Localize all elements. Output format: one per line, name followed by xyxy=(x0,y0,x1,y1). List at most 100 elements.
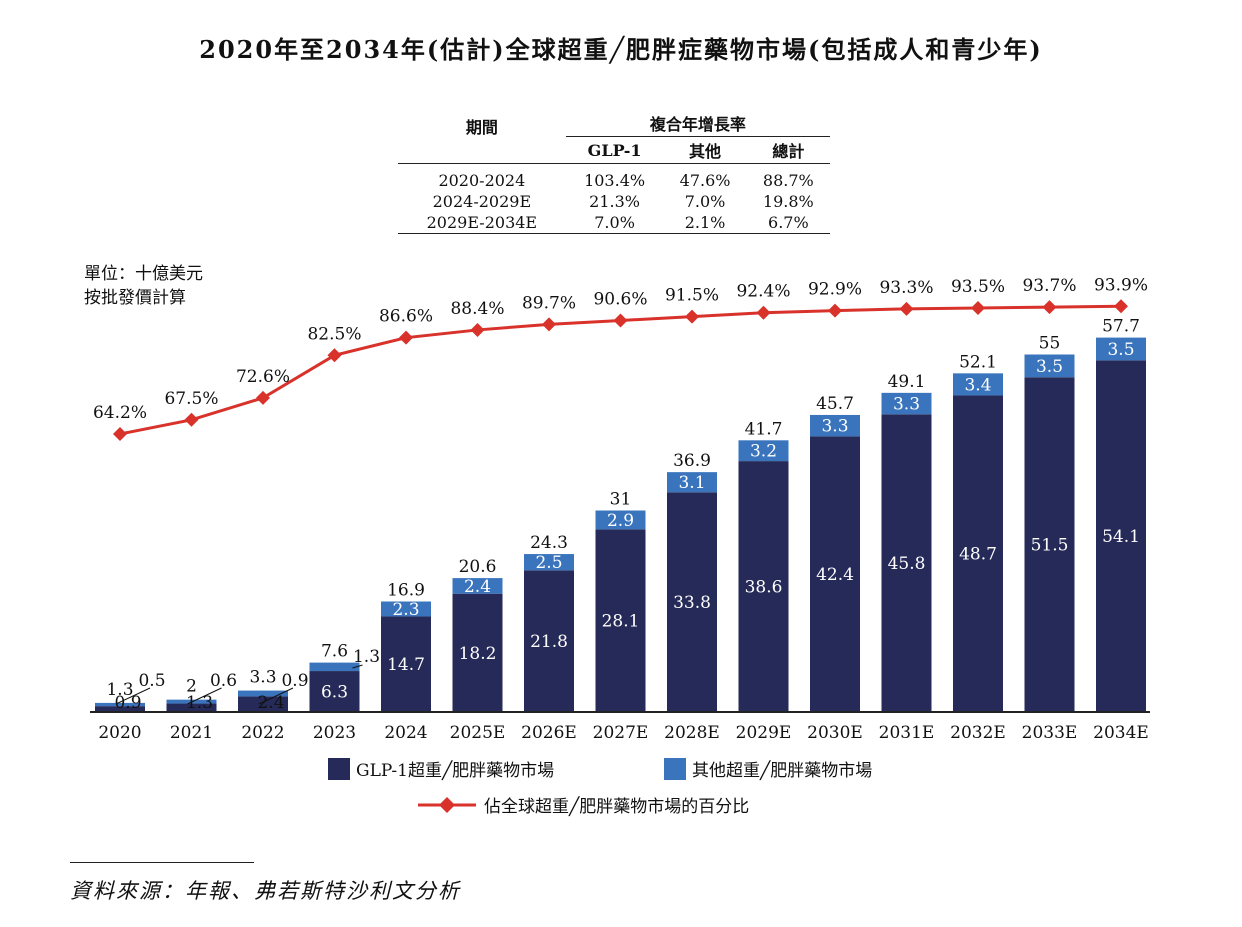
share-marker xyxy=(971,301,985,316)
x-tick-label: 2026E xyxy=(521,723,577,743)
data-label-total: 16.9 xyxy=(387,581,425,601)
cagr-col-glp1: GLP-1 xyxy=(587,140,642,160)
share-label: 93.7% xyxy=(1022,276,1076,296)
cagr-value: 103.4% xyxy=(584,170,646,190)
bar-other xyxy=(1096,337,1146,361)
bar-glp1 xyxy=(309,671,360,712)
share-label: 82.5% xyxy=(307,324,361,344)
bar-glp1 xyxy=(881,414,932,712)
share-marker xyxy=(327,348,342,363)
x-tick-label: 2030E xyxy=(807,723,863,743)
data-label-other: 3.2 xyxy=(750,442,777,462)
cagr-value: 47.6% xyxy=(679,170,731,190)
data-label-glp1: 1.3 xyxy=(186,693,213,713)
x-tick-label: 2023 xyxy=(313,723,356,743)
data-label-other: 3.5 xyxy=(1107,340,1134,360)
x-tick-label: 2034E xyxy=(1093,723,1149,743)
bar-glp1 xyxy=(595,529,646,712)
data-label-glp1: 0.9 xyxy=(114,693,141,713)
x-tick-label: 2031E xyxy=(879,723,935,743)
data-label-glp1: 33.8 xyxy=(673,593,711,613)
data-label-glp1: 45.8 xyxy=(888,554,926,574)
bar-glp1 xyxy=(381,616,431,712)
unit-line: 單位：十億美元 xyxy=(84,264,203,284)
data-label-other: 3.1 xyxy=(678,473,705,493)
data-label-glp1: 48.7 xyxy=(959,545,997,565)
legend-item-other: 其他超重╱肥胖藥物市場 xyxy=(664,756,872,781)
share-marker xyxy=(113,427,127,441)
unit-line: 按批發價計算 xyxy=(84,288,186,308)
cagr-period: 2020-2024 xyxy=(438,170,526,190)
x-tick-label: 2033E xyxy=(1022,723,1078,743)
data-label-glp1: 42.4 xyxy=(816,565,854,585)
cagr-col-total: 總計 xyxy=(772,142,805,161)
bar-glp1 xyxy=(1096,360,1146,712)
share-label: 93.9% xyxy=(1094,275,1148,295)
share-label: 92.9% xyxy=(808,280,862,300)
bar-other xyxy=(953,373,1003,396)
cagr-row: 2020-2024 103.4% 47.6% 88.7% xyxy=(398,170,830,191)
data-label-other: 3.3 xyxy=(893,395,920,415)
cagr-value: 88.7% xyxy=(762,170,814,190)
bar-other xyxy=(95,702,145,707)
data-label-total: 3.3 xyxy=(249,668,276,688)
x-tick-label: 2024 xyxy=(384,723,427,743)
share-marker xyxy=(756,305,771,320)
data-label-glp1: 51.5 xyxy=(1031,536,1069,556)
data-label-total: 20.6 xyxy=(459,557,497,577)
data-label-other: 2.4 xyxy=(464,577,491,597)
data-label-total: 52.1 xyxy=(959,352,997,372)
share-label: 91.5% xyxy=(665,286,719,306)
data-label-glp1: 38.6 xyxy=(745,578,783,598)
share-label: 93.3% xyxy=(879,278,933,298)
share-label: 88.4% xyxy=(450,299,504,319)
cagr-col-other: 其他 xyxy=(689,142,722,161)
bar-glp1 xyxy=(95,706,145,712)
bar-glp1 xyxy=(953,395,1003,712)
x-tick-label: 2020 xyxy=(98,723,141,743)
data-label-other: 3.3 xyxy=(821,417,848,437)
data-label-other: 1.3 xyxy=(353,647,380,667)
share-marker xyxy=(828,303,842,318)
legend-swatch-other xyxy=(664,757,686,780)
share-label: 89.7% xyxy=(522,293,576,313)
cagr-period: 2024-2029E xyxy=(432,191,532,211)
source-note: 資料來源：年報、弗若斯特沙利文分析 xyxy=(70,879,461,903)
legend-label-other: 其他超重╱肥胖藥物市場 xyxy=(692,761,873,781)
data-label-total: 49.1 xyxy=(888,372,926,392)
legend-item-glp1: GLP-1超重╱肥胖藥物市場 xyxy=(328,756,554,781)
chart-plot: 2020 2021 2022 2023 6.3 7.6 2024 14.7 2.316.9 202… xyxy=(90,275,1150,743)
cagr-value: 21.3% xyxy=(589,191,640,211)
legend-item-line: 佔全球超重╱肥胖藥物市場的百分比 xyxy=(416,792,749,817)
cagr-value: 19.8% xyxy=(762,191,814,211)
data-label-total: 2 xyxy=(186,677,197,697)
data-label-total: 55 xyxy=(1039,334,1061,354)
bar-glp1 xyxy=(524,570,574,712)
bar-other xyxy=(1024,354,1075,378)
data-label-other: 0.6 xyxy=(210,671,237,691)
bar-glp1 xyxy=(166,703,217,712)
bar-glp1 xyxy=(452,593,503,712)
share-marker xyxy=(542,317,556,332)
share-label: 86.6% xyxy=(379,307,433,327)
data-label-total: 24.3 xyxy=(530,533,568,553)
x-tick-label: 2032E xyxy=(950,723,1006,743)
bar-other xyxy=(452,578,503,594)
share-marker xyxy=(184,412,199,427)
cagr-period: 2029E-2034E xyxy=(426,212,538,232)
bar-other xyxy=(738,440,789,462)
share-marker xyxy=(1114,299,1128,314)
share-marker xyxy=(899,301,914,316)
cagr-row: 2024-2029E 21.3% 7.0% 19.8% xyxy=(398,191,830,212)
data-label-total: 1.3 xyxy=(106,680,133,700)
cagr-value: 7.0% xyxy=(594,212,635,232)
data-label-glp1: 14.7 xyxy=(387,655,425,675)
bar-other xyxy=(595,510,646,530)
chart-title: 2020年至2034年(估計)全球超重╱肥胖症藥物市場(包括成人和青少年) xyxy=(199,35,1043,64)
legend-label-glp1: GLP-1超重╱肥胖藥物市場 xyxy=(356,761,555,781)
bar-other xyxy=(810,414,860,437)
x-tick-label: 2022 xyxy=(241,723,284,743)
data-label-other: 2.3 xyxy=(392,600,419,620)
leader-line xyxy=(115,687,151,705)
share-marker xyxy=(399,330,413,345)
